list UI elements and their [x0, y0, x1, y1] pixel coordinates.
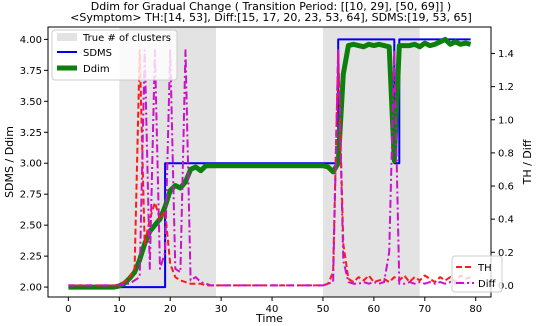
series-layer [68, 36, 472, 290]
y-right-tick-label: 1.2 [498, 82, 514, 93]
y-right-tick-label: 1.0 [498, 115, 514, 126]
y-axis-left-label: SDMS / Ddim [3, 126, 16, 198]
y-axis-right-label: TH / Diff [521, 139, 534, 185]
x-tick-label: 50 [317, 304, 330, 315]
x-tick-label: 20 [164, 304, 177, 315]
y-right-tick-label: 0.4 [498, 215, 514, 226]
legend-right-frame [451, 255, 503, 293]
y-left-tick-label: 3.25 [20, 128, 42, 139]
x-axis: 0 10 20 30 40 50 60 70 80 [65, 297, 482, 315]
legend-swatch-shade [57, 33, 77, 41]
x-tick-label: 40 [266, 304, 279, 315]
y-right-tick-label: 1.4 [498, 49, 514, 60]
series-line-diff [68, 49, 471, 287]
legend-label: Diff [478, 279, 496, 290]
chart-subtitle: <Symptom> TH:[14, 53], Diff:[15, 17, 20,… [70, 11, 472, 24]
legend-left-frame [51, 29, 178, 81]
x-tick-label: 60 [368, 304, 381, 315]
y-right-tick-label: 0.0 [498, 281, 514, 292]
y-left-tick-label: 3.50 [20, 97, 42, 108]
y-left-tick-label: 2.75 [20, 190, 42, 201]
series-line-th [68, 49, 471, 287]
y-axis-left: 2.00 2.25 2.50 2.75 3.00 3.25 3.50 3.75 4.00 [20, 35, 48, 294]
legend-label: True # of clusters [82, 33, 171, 44]
y-right-tick-label: 0.6 [498, 182, 514, 193]
series-line-ddim [68, 36, 472, 290]
x-axis-label: Time [255, 312, 283, 325]
y-left-tick-label: 2.50 [20, 221, 42, 232]
y-left-tick-label: 3.75 [20, 66, 42, 77]
x-tick-label: 0 [65, 304, 71, 315]
y-axis-right: 0.0 0.2 0.4 0.6 0.8 1.0 1.2 1.4 [491, 49, 514, 292]
x-tick-label: 10 [113, 304, 126, 315]
plot-frame [47, 26, 492, 298]
x-tick-label: 80 [469, 304, 482, 315]
legend-top-left: True # of clusters SDMS Ddim [51, 29, 178, 81]
legend-label: TH [477, 263, 492, 274]
y-left-tick-label: 2.00 [20, 283, 42, 294]
legend-label: SDMS [83, 48, 112, 59]
legend-label: Ddim [83, 64, 110, 75]
y-right-tick-label: 0.8 [498, 148, 514, 159]
y-left-tick-label: 4.00 [20, 35, 42, 46]
x-tick-label: 30 [215, 304, 228, 315]
y-left-tick-label: 2.25 [20, 252, 42, 263]
y-right-tick-label: 0.2 [498, 248, 514, 259]
chart-title: Ddim for Gradual Change ( Transition Per… [90, 0, 452, 13]
x-tick-label: 70 [418, 304, 431, 315]
legend-bottom-right: TH Diff [451, 255, 503, 293]
y-left-tick-label: 3.00 [20, 159, 42, 170]
